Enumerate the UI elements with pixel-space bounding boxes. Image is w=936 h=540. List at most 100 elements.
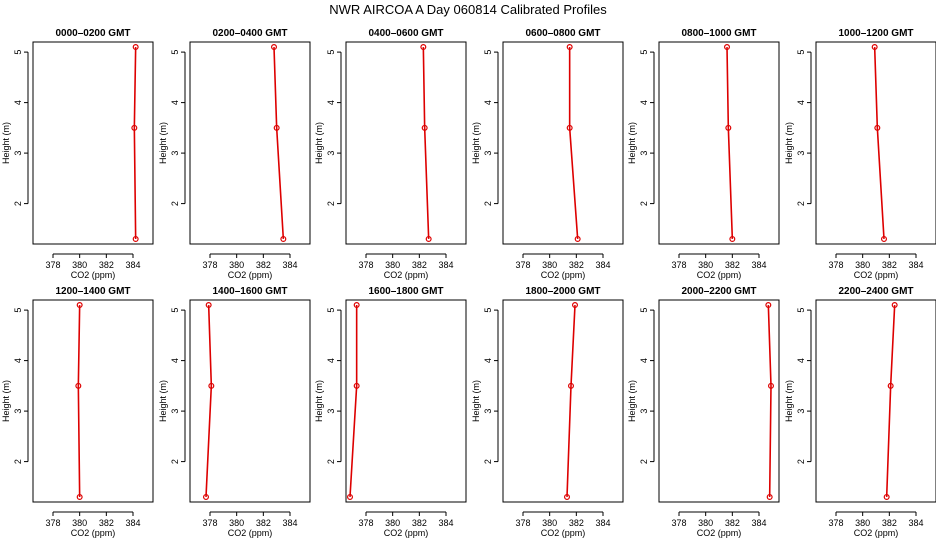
x-axis-label: CO2 (ppm) [854,270,899,280]
y-tick-label: 4 [483,100,493,105]
panel-title: 1800–2000 GMT [525,286,600,297]
y-axis-label: Height (m) [627,122,637,164]
x-tick-label: 380 [698,518,713,528]
y-tick-label: 3 [326,409,336,414]
y-tick-label: 5 [796,50,806,55]
x-tick-label: 384 [595,260,610,270]
x-tick-label: 384 [125,518,140,528]
x-tick-label: 384 [908,260,923,270]
x-axis-label: CO2 (ppm) [384,270,429,280]
y-tick-label: 3 [639,151,649,156]
data-point [766,493,773,500]
series-line [77,305,81,497]
x-tick-label: 380 [72,260,87,270]
y-tick-label: 3 [796,151,806,156]
y-tick-label: 3 [796,409,806,414]
x-tick-label: 380 [385,260,400,270]
y-tick-label: 5 [326,308,336,313]
y-tick-label: 4 [639,358,649,363]
chart-panel-1: 0000–0200 GMT 378 380 382 384 CO2 (ppm) 2 3 4 5 He… [1,28,154,280]
panel-title: 0000–0200 GMT [55,28,130,39]
x-tick-label: 382 [99,518,114,528]
data-point [347,493,354,500]
data-point [566,44,573,51]
y-tick-label: 4 [13,100,23,105]
y-tick-label: 4 [170,100,180,105]
y-tick-label: 4 [170,358,180,363]
x-tick-label: 384 [438,260,453,270]
plot-frame [32,41,154,245]
x-tick-label: 384 [751,260,766,270]
y-tick-label: 3 [170,409,180,414]
panel-title: 0400–0600 GMT [368,28,443,39]
data-point [203,493,210,500]
data-point [421,124,428,131]
chart-panel-9: 1600–1800 GMT 378 380 382 384 CO2 (ppm) 2 3 4 5 He… [314,286,467,538]
y-axis-label: Height (m) [471,380,481,422]
data-point [76,302,83,309]
x-tick-label: 382 [882,518,897,528]
data-point [420,44,427,51]
x-axis-label: CO2 (ppm) [541,528,586,538]
data-point [132,235,139,242]
y-tick-label: 2 [326,201,336,206]
series-line [349,305,358,497]
y-tick-label: 5 [13,308,23,313]
y-tick-label: 4 [326,358,336,363]
data-point [205,302,212,309]
data-point [891,302,898,309]
y-tick-label: 2 [170,201,180,206]
y-tick-label: 2 [639,201,649,206]
y-tick-label: 4 [796,100,806,105]
y-tick-label: 5 [170,50,180,55]
y-tick-label: 5 [483,50,493,55]
chart-panel-4: 0600–0800 GMT 378 380 382 384 CO2 (ppm) 2 3 4 5 He… [471,28,624,280]
plot-frame [32,299,154,503]
y-tick-label: 5 [13,50,23,55]
chart-panel-12: 2200–2400 GMT 378 380 382 384 CO2 (ppm) 2 3 4 5 He… [784,286,936,538]
x-tick-label: 382 [99,260,114,270]
chart-panel-7: 1200–1400 GMT 378 380 382 384 CO2 (ppm) 2 3 4 5 He… [1,286,154,538]
y-axis-label: Height (m) [784,380,794,422]
y-tick-label: 3 [170,151,180,156]
x-tick-label: 378 [358,518,373,528]
x-tick-label: 378 [671,260,686,270]
data-point [871,44,878,51]
series-line [205,305,213,497]
x-tick-label: 382 [569,260,584,270]
y-axis-label: Height (m) [314,122,324,164]
x-tick-label: 378 [828,260,843,270]
x-tick-label: 382 [412,518,427,528]
y-tick-label: 2 [639,459,649,464]
data-point [723,44,730,51]
series-line [133,47,137,239]
y-tick-label: 4 [796,358,806,363]
x-tick-label: 384 [282,260,297,270]
plot-frame [502,299,624,503]
y-axis-label: Height (m) [158,380,168,422]
x-tick-label: 382 [569,518,584,528]
x-tick-label: 378 [358,260,373,270]
x-tick-label: 378 [671,518,686,528]
chart-panel-5: 0800–1000 GMT 378 380 382 384 CO2 (ppm) 2 3 4 5 He… [627,28,780,280]
x-axis-label: CO2 (ppm) [228,528,273,538]
x-tick-label: 380 [72,518,87,528]
data-point [767,382,774,389]
y-tick-label: 3 [483,151,493,156]
y-tick-label: 5 [326,50,336,55]
plot-frame [815,299,936,503]
y-tick-label: 5 [796,308,806,313]
panel-title: 0600–0800 GMT [525,28,600,39]
x-tick-label: 382 [725,260,740,270]
x-axis-label: CO2 (ppm) [228,270,273,280]
x-tick-label: 378 [202,518,217,528]
plot-frame [189,299,311,503]
y-tick-label: 2 [13,459,23,464]
y-tick-label: 5 [483,308,493,313]
y-tick-label: 2 [796,201,806,206]
chart-panel-8: 1400–1600 GMT 378 380 382 384 CO2 (ppm) 2 3 4 5 He… [158,286,311,538]
x-tick-label: 384 [438,518,453,528]
y-axis-label: Height (m) [784,122,794,164]
y-axis-label: Height (m) [158,122,168,164]
